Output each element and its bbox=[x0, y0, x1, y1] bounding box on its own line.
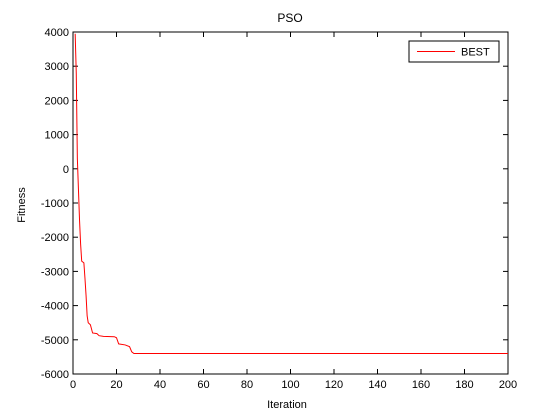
y-tick-label: -3000 bbox=[41, 266, 69, 278]
x-axis-ticks: 0 20 40 60 80 100 120 140 160 180 200 bbox=[70, 32, 517, 391]
y-tick-label: 2000 bbox=[45, 95, 69, 107]
y-axis-ticks: -6000 -5000 -4000 -3000 -2000 -1000 0 1000 2000 3… bbox=[41, 27, 508, 381]
x-tick-label: 20 bbox=[110, 379, 122, 391]
y-tick-label: 0 bbox=[63, 164, 69, 176]
plot-frame bbox=[72, 31, 509, 375]
x-tick-label: 100 bbox=[281, 379, 299, 391]
x-axis-label: Iteration bbox=[267, 399, 307, 411]
y-tick-label: 4000 bbox=[45, 27, 69, 39]
legend: BEST bbox=[408, 40, 500, 63]
x-tick-label: 80 bbox=[241, 379, 253, 391]
x-tick-label: 160 bbox=[412, 379, 430, 391]
y-tick-label: 3000 bbox=[45, 61, 69, 73]
x-tick-label: 140 bbox=[368, 379, 386, 391]
y-tick-label: -1000 bbox=[41, 198, 69, 210]
x-tick-label: 180 bbox=[455, 379, 473, 391]
series-layer bbox=[74, 33, 508, 354]
x-tick-label: 40 bbox=[154, 379, 166, 391]
series-line-best bbox=[74, 33, 508, 354]
y-axis-label: Fitness bbox=[16, 187, 28, 223]
y-tick-label: -6000 bbox=[41, 369, 69, 381]
x-tick-label: 0 bbox=[70, 379, 76, 391]
y-tick-label: 1000 bbox=[45, 130, 69, 142]
chart-title: PSO bbox=[277, 11, 302, 25]
y-tick-label: -5000 bbox=[41, 335, 69, 347]
plot-area: 0 20 40 60 80 100 120 140 160 180 200 -6000 -5000 -4… bbox=[41, 27, 517, 391]
legend-label-best: BEST bbox=[461, 47, 490, 59]
y-tick-label: -2000 bbox=[41, 232, 69, 244]
y-tick-label: -4000 bbox=[41, 301, 69, 313]
x-tick-label: 120 bbox=[325, 379, 343, 391]
x-tick-label: 60 bbox=[197, 379, 209, 391]
x-tick-label: 200 bbox=[499, 379, 517, 391]
